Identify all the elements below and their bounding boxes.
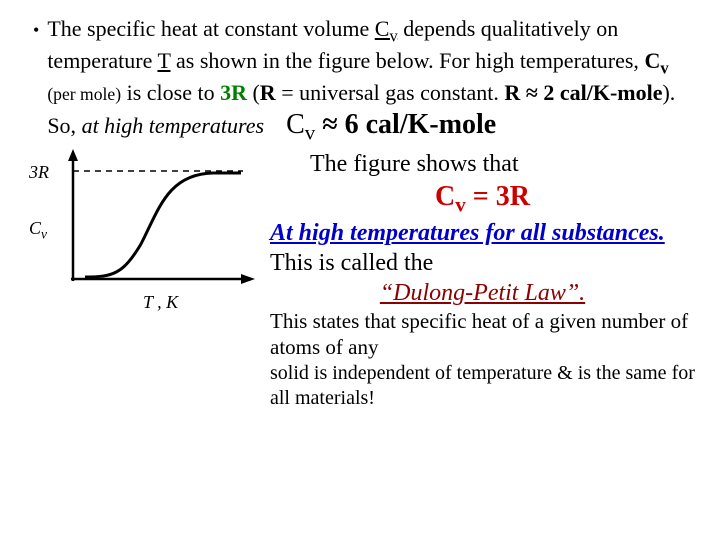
y-axis-label: Cv (29, 217, 47, 243)
per-mole: (per mole) (47, 84, 121, 104)
bullet-dot: • (33, 19, 39, 42)
chart-svg (63, 149, 263, 299)
cv-equation: Cv ≈ 6 cal/K-mole (286, 109, 496, 140)
cv-eq-3R: Cv = 3R (270, 179, 695, 218)
txt: = universal gas constant. (276, 80, 505, 105)
y-tick-3R: 3R (29, 161, 49, 184)
at-high-temp: at high temperatures (82, 113, 265, 138)
spacer (264, 113, 286, 138)
para1: The specific heat at constant volume Cv … (47, 15, 695, 145)
right-column: The figure shows that Cv = 3R At high te… (265, 149, 695, 410)
at-high-line: At high temperatures for all substances.… (270, 218, 695, 278)
txt: The specific heat at constant volume (47, 16, 374, 41)
x-arrow (241, 274, 255, 284)
txt: as shown in the figure below. For high t… (171, 48, 645, 73)
three-R: 3R (220, 80, 247, 105)
cv-vs-t-chart: 3R Cv T , K (25, 149, 265, 319)
cv-term: Cv (375, 16, 398, 41)
T-term: T (157, 48, 170, 73)
at-high-substances: At high temperatures for all substances. (270, 220, 665, 246)
txt: ( (247, 80, 260, 105)
states-line2: solid is independent of temperature & is… (270, 361, 695, 411)
dulong-petit: “Dulong-Petit Law”. (270, 278, 695, 308)
txt: is close to (121, 80, 220, 105)
cv-term: Cv (644, 48, 668, 73)
main-bullet: • The specific heat at constant volume C… (25, 15, 695, 145)
shows-that: The figure shows that (310, 149, 695, 179)
R: R (260, 80, 276, 105)
content-row: 3R Cv T , K The figure shows that Cv = 3… (25, 149, 695, 410)
states-line: This states that specific heat of a give… (270, 308, 695, 361)
cv-curve (85, 173, 241, 277)
R-approx: R ≈ 2 cal/K-mole (504, 80, 662, 105)
y-arrow (68, 149, 78, 161)
